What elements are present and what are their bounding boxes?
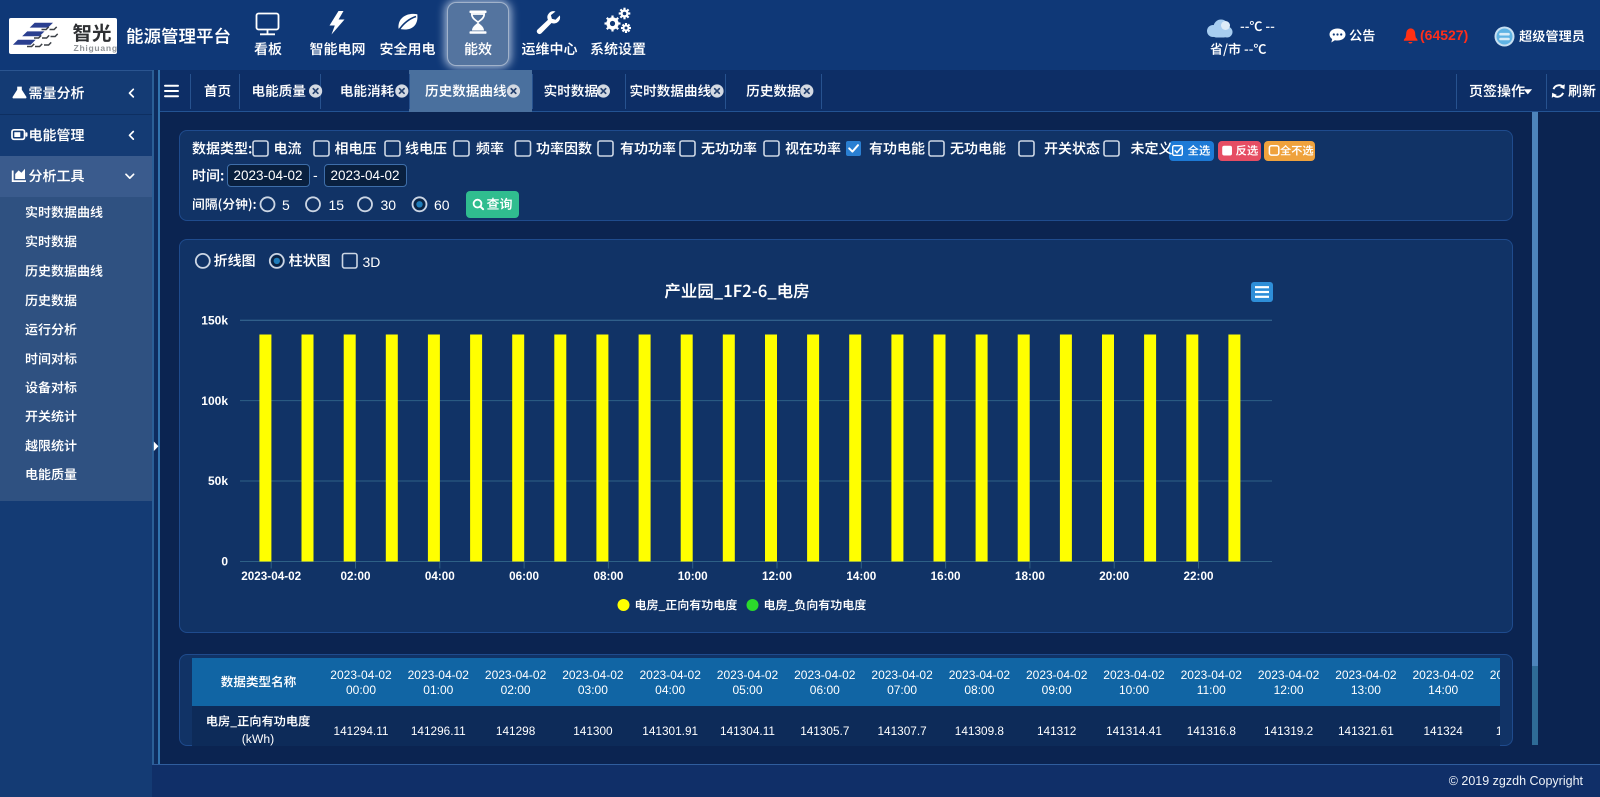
svg-text:0: 0 — [221, 555, 228, 569]
svg-text:10:00: 10:00 — [678, 570, 708, 583]
svg-text:150k: 150k — [201, 313, 228, 327]
svg-text:04:00: 04:00 — [425, 570, 455, 583]
svg-text:14:00: 14:00 — [846, 570, 876, 583]
svg-text:12:00: 12:00 — [762, 570, 792, 583]
svg-text:20:00: 20:00 — [1099, 570, 1129, 583]
svg-text:18:00: 18:00 — [1015, 570, 1045, 583]
svg-text:16:00: 16:00 — [931, 570, 961, 583]
svg-text:2023-04-02: 2023-04-02 — [241, 570, 301, 583]
svg-text:08:00: 08:00 — [593, 570, 623, 583]
svg-text:06:00: 06:00 — [509, 570, 539, 583]
svg-text:50k: 50k — [208, 474, 228, 488]
svg-text:100k: 100k — [201, 394, 228, 408]
svg-text:22:00: 22:00 — [1184, 570, 1214, 583]
svg-text:02:00: 02:00 — [341, 570, 371, 583]
